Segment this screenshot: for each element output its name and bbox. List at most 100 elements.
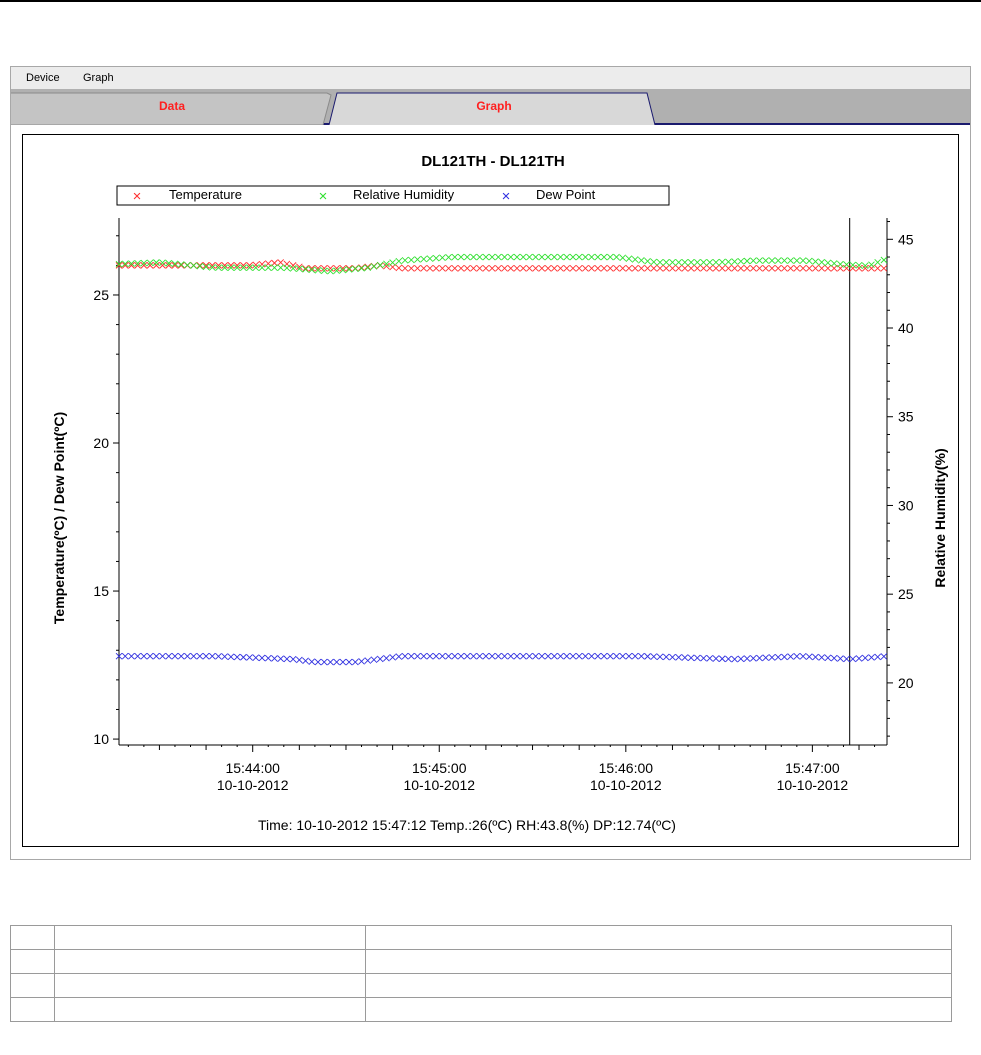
data-point	[121, 260, 129, 268]
tab-graph[interactable]: Graph	[329, 91, 659, 125]
data-point	[177, 262, 185, 269]
data-point	[296, 265, 303, 273]
data-point	[557, 253, 564, 261]
data-point	[650, 653, 658, 660]
data-point	[631, 256, 639, 263]
data-point	[202, 262, 210, 269]
data-point	[774, 653, 782, 661]
data-point	[240, 653, 247, 661]
data-point	[550, 253, 558, 261]
data-point	[837, 655, 844, 662]
data-point	[631, 652, 639, 660]
data-point	[202, 263, 210, 271]
data-point	[252, 261, 260, 269]
legend-box	[116, 185, 670, 206]
data-point	[681, 654, 689, 661]
data-point	[613, 652, 620, 660]
data-point	[669, 653, 676, 661]
data-point	[538, 253, 546, 261]
data-point	[302, 266, 309, 273]
tab-data[interactable]: Data	[11, 91, 333, 125]
data-point	[302, 265, 309, 272]
data-point	[426, 652, 434, 660]
data-point	[718, 655, 726, 663]
data-point	[781, 653, 788, 661]
data-point	[818, 258, 826, 266]
series-dew-point	[115, 652, 888, 666]
data-point	[364, 657, 372, 664]
data-point	[476, 253, 483, 261]
data-point	[140, 652, 148, 660]
data-point	[874, 653, 881, 661]
data-point	[358, 264, 365, 272]
data-point	[134, 262, 141, 269]
data-point	[134, 652, 141, 660]
y-tick-label-right: 40	[898, 320, 914, 336]
data-point	[364, 263, 372, 271]
data-point	[507, 265, 515, 272]
y-tick-label-left: 15	[93, 583, 109, 599]
data-point	[364, 264, 372, 272]
data-point	[140, 262, 148, 269]
y-tick-label-right: 45	[898, 231, 914, 247]
data-point	[638, 652, 645, 660]
data-point	[395, 653, 403, 660]
data-point	[246, 264, 253, 272]
data-point	[439, 652, 446, 660]
data-point	[519, 652, 527, 660]
y-tick-label-right: 30	[898, 497, 914, 513]
chart-title: DL121TH - DL121TH	[421, 153, 564, 170]
data-point	[463, 265, 471, 272]
data-point	[451, 652, 459, 660]
y-tick-label-left: 10	[93, 731, 109, 747]
data-point	[725, 258, 732, 266]
data-point	[644, 265, 651, 272]
data-point	[613, 253, 620, 261]
data-point	[849, 261, 857, 269]
data-point	[544, 652, 552, 660]
data-point	[743, 265, 751, 272]
data-point	[115, 260, 123, 268]
x-axis-ticks: 15:44:0010-10-201215:45:0010-10-201215:4…	[127, 745, 876, 793]
data-point	[121, 262, 129, 269]
legend-dewpoint: Dew Point	[536, 187, 596, 202]
data-point	[749, 257, 757, 265]
data-point	[662, 265, 670, 272]
data-point	[768, 257, 776, 264]
data-point	[184, 652, 191, 660]
data-point	[476, 652, 483, 660]
data-point	[793, 265, 801, 272]
tab-graph-label: Graph	[476, 99, 512, 113]
data-point	[830, 265, 838, 272]
data-point	[644, 257, 651, 265]
data-point	[196, 262, 204, 269]
x-tick-label-date: 10-10-2012	[777, 777, 849, 793]
data-point	[488, 265, 496, 272]
data-point	[575, 253, 583, 261]
data-point	[121, 652, 129, 660]
data-point	[532, 253, 539, 261]
table-row	[10, 949, 952, 974]
menu-graph[interactable]: Graph	[83, 72, 114, 84]
menu-device[interactable]: Device	[26, 72, 60, 84]
data-point	[700, 265, 707, 272]
data-point	[712, 655, 720, 662]
data-point	[233, 264, 241, 272]
data-point	[874, 265, 881, 272]
data-point	[768, 265, 776, 272]
data-point	[507, 652, 515, 660]
data-point	[700, 654, 707, 662]
data-point	[208, 264, 216, 271]
data-point	[320, 658, 328, 666]
data-point	[432, 265, 440, 272]
data-point	[687, 259, 695, 266]
data-point	[202, 652, 210, 660]
data-point	[762, 257, 770, 264]
data-point	[233, 653, 241, 661]
legend-marker-dewpoint: ×	[502, 188, 511, 205]
data-point	[308, 266, 316, 274]
data-point	[482, 265, 490, 272]
data-point	[805, 653, 813, 661]
data-point	[215, 262, 222, 269]
data-point	[327, 267, 334, 275]
